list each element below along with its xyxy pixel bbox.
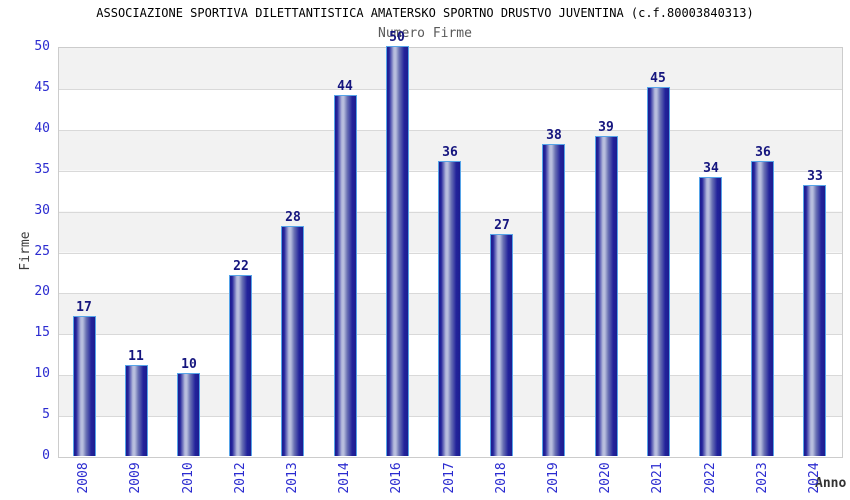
bar xyxy=(281,226,304,456)
bar xyxy=(73,316,96,456)
x-tick-label: 2014 xyxy=(337,462,352,494)
bar-value-label: 33 xyxy=(807,169,823,184)
bar-value-label: 36 xyxy=(442,145,458,160)
bar-value-label: 39 xyxy=(598,120,614,135)
gridline xyxy=(59,88,842,90)
chart-title: ASSOCIAZIONE SPORTIVA DILETTANTISTICA AM… xyxy=(96,6,754,20)
chart-subtitle: Numero Firme xyxy=(378,26,472,41)
bar xyxy=(334,95,357,456)
y-tick-label: 15 xyxy=(34,325,50,341)
y-tick-label: 45 xyxy=(34,79,50,95)
bar-value-label: 45 xyxy=(650,71,666,86)
x-tick-label: 2020 xyxy=(598,462,613,494)
bar-value-label: 27 xyxy=(494,218,510,233)
x-tick-label: 2017 xyxy=(442,462,457,494)
x-tick-label: 2018 xyxy=(494,462,509,494)
y-tick-label: 20 xyxy=(34,284,50,300)
bar-value-label: 10 xyxy=(181,357,197,372)
bar xyxy=(438,161,461,456)
x-tick-label: 2022 xyxy=(703,462,718,494)
x-tick-label: 2010 xyxy=(181,462,196,494)
y-tick-label: 10 xyxy=(34,366,50,382)
bar xyxy=(386,46,409,456)
bar xyxy=(229,275,252,456)
x-tick-label: 2008 xyxy=(76,462,91,494)
x-tick-label: 2019 xyxy=(546,462,561,494)
x-tick-label: 2013 xyxy=(285,462,300,494)
y-tick-label: 0 xyxy=(42,448,50,463)
y-tick-label: 35 xyxy=(34,161,50,177)
y-tick-label: 25 xyxy=(34,243,50,259)
bar-value-label: 11 xyxy=(128,349,144,364)
bar xyxy=(490,234,513,456)
bar-value-label: 36 xyxy=(755,145,771,160)
x-axis-label: Anno xyxy=(815,476,847,491)
bar-value-label: 22 xyxy=(233,259,249,274)
bar xyxy=(803,185,826,456)
y-tick-label: 50 xyxy=(34,39,50,54)
y-tick-label: 5 xyxy=(42,407,50,423)
bar-value-label: 38 xyxy=(546,128,562,143)
x-tick-label: 2012 xyxy=(233,462,248,494)
bar xyxy=(542,144,565,456)
bar xyxy=(647,87,670,456)
bar-value-label: 44 xyxy=(337,79,353,94)
x-tick-label: 2023 xyxy=(755,462,770,494)
bar-value-label: 34 xyxy=(703,161,719,176)
bar xyxy=(595,136,618,456)
bar-value-label: 17 xyxy=(76,300,92,315)
x-tick-label: 2021 xyxy=(650,462,665,494)
bar xyxy=(699,177,722,456)
bar-value-label: 50 xyxy=(389,30,405,45)
bar xyxy=(177,373,200,456)
gridline xyxy=(59,129,842,131)
y-tick-label: 30 xyxy=(34,202,50,218)
y-tick-label: 40 xyxy=(34,120,50,136)
bar xyxy=(125,365,148,456)
bar xyxy=(751,161,774,456)
bar-value-label: 28 xyxy=(285,210,301,225)
x-tick-label: 2016 xyxy=(389,462,404,494)
x-tick-label: 2009 xyxy=(128,462,143,494)
x-tick-label: 2024 xyxy=(807,462,822,494)
